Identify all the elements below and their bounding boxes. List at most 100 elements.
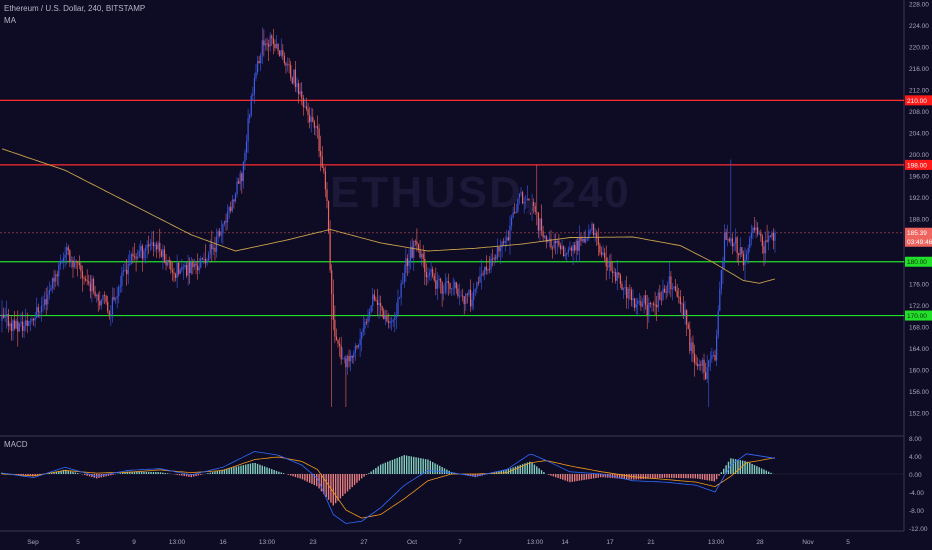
candle bbox=[638, 292, 640, 306]
candle bbox=[774, 229, 776, 253]
candle bbox=[26, 312, 28, 333]
candle bbox=[484, 266, 486, 281]
candle bbox=[397, 289, 399, 318]
price-tick-label: 204.00 bbox=[909, 131, 929, 138]
candle bbox=[357, 343, 360, 350]
candle bbox=[14, 310, 16, 331]
macd-histogram-bar bbox=[368, 473, 370, 474]
candle bbox=[408, 249, 410, 274]
macd-histogram-bar bbox=[372, 469, 375, 474]
macd-histogram-bar bbox=[692, 474, 694, 479]
candle bbox=[272, 28, 274, 55]
candle bbox=[663, 284, 666, 294]
macd-histogram-bar bbox=[720, 472, 723, 474]
countdown-price-tag-text: 03:49:46 bbox=[907, 239, 932, 246]
candle bbox=[365, 318, 368, 326]
macd-histogram-bar bbox=[24, 474, 27, 476]
candle bbox=[768, 230, 770, 251]
candle bbox=[452, 277, 454, 296]
candle bbox=[413, 240, 415, 272]
candle bbox=[455, 281, 457, 294]
symbol-title[interactable]: Ethereum / U.S. Dollar, 240, BITSTAMP bbox=[4, 4, 146, 13]
macd-histogram-bar bbox=[360, 474, 363, 479]
candle bbox=[574, 241, 576, 254]
candle bbox=[236, 177, 238, 198]
candle bbox=[324, 166, 326, 198]
candle bbox=[107, 295, 109, 314]
candle bbox=[110, 304, 112, 326]
candle bbox=[733, 242, 735, 252]
candle bbox=[514, 200, 516, 214]
macd-histogram-bar bbox=[670, 474, 673, 478]
macd-histogram-bar bbox=[751, 463, 753, 474]
candle bbox=[619, 273, 621, 289]
candle bbox=[163, 245, 166, 264]
macd-signal-line[interactable] bbox=[1, 456, 776, 519]
candle bbox=[591, 221, 593, 234]
candle bbox=[723, 224, 726, 269]
candle bbox=[72, 256, 74, 278]
macd-histogram-bar bbox=[34, 474, 36, 477]
candle bbox=[469, 279, 472, 312]
candle bbox=[703, 353, 705, 381]
candle bbox=[368, 308, 371, 322]
candle bbox=[662, 279, 664, 302]
candle bbox=[78, 255, 80, 269]
candle bbox=[204, 244, 207, 268]
candle bbox=[676, 284, 678, 298]
candle bbox=[45, 287, 47, 315]
time-tick-label: 21 bbox=[647, 539, 655, 546]
macd-histogram-bar bbox=[637, 474, 640, 480]
candle bbox=[542, 225, 544, 242]
candle bbox=[59, 254, 61, 270]
macd-histogram-bar bbox=[148, 471, 150, 474]
candle bbox=[198, 257, 200, 274]
candle bbox=[753, 216, 756, 233]
candle bbox=[32, 317, 35, 326]
levels-layer bbox=[0, 99, 904, 317]
candle bbox=[170, 259, 172, 274]
macd-histogram-bar bbox=[547, 474, 550, 475]
macd-histogram-bar bbox=[316, 474, 318, 487]
candle bbox=[736, 235, 738, 263]
macd-histogram-bar bbox=[420, 458, 422, 474]
candle bbox=[275, 35, 278, 49]
candle bbox=[88, 274, 90, 286]
candle bbox=[293, 69, 295, 85]
macd-histogram-bar bbox=[540, 470, 543, 474]
macd-histogram-bar bbox=[431, 462, 434, 474]
candle bbox=[290, 60, 292, 81]
candle bbox=[313, 119, 315, 136]
candle bbox=[137, 249, 139, 261]
candle bbox=[391, 316, 393, 331]
macd-tick-label: 8.00 bbox=[909, 436, 922, 443]
candle bbox=[651, 302, 653, 312]
moving-average-line[interactable] bbox=[1, 148, 776, 284]
candle bbox=[615, 268, 617, 284]
macd-histogram-bar bbox=[197, 474, 200, 476]
candle bbox=[346, 353, 349, 375]
candle bbox=[578, 225, 580, 263]
candle bbox=[81, 265, 84, 292]
macd-histogram-bar bbox=[569, 474, 571, 483]
candle bbox=[179, 268, 181, 275]
time-tick-label: 28 bbox=[756, 539, 764, 546]
candle bbox=[381, 305, 383, 318]
candle bbox=[659, 284, 661, 301]
macd-histogram-bar bbox=[474, 474, 476, 478]
candle bbox=[233, 198, 235, 209]
candle bbox=[645, 290, 647, 310]
candle bbox=[439, 277, 442, 294]
candle bbox=[460, 290, 462, 297]
indicator-label-ma[interactable]: MA bbox=[4, 16, 16, 25]
candle bbox=[585, 229, 587, 245]
candle bbox=[616, 259, 618, 291]
macd-histogram-bar bbox=[387, 461, 389, 474]
macd-line[interactable] bbox=[1, 451, 776, 524]
macd-histogram-bar bbox=[718, 474, 720, 476]
macd-tick-label: 4.00 bbox=[909, 454, 922, 461]
macd-histogram-bar bbox=[121, 472, 124, 474]
macd-histogram-bar bbox=[249, 463, 252, 474]
indicator-label-macd[interactable]: MACD bbox=[4, 440, 28, 449]
